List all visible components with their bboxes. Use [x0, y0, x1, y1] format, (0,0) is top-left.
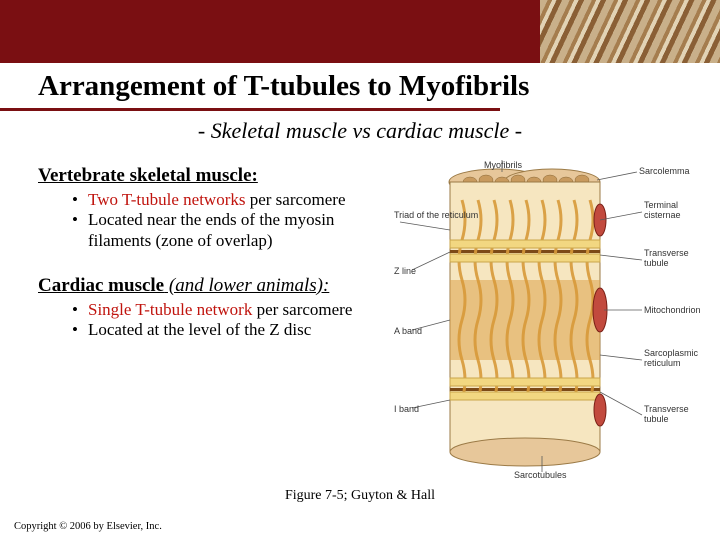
lbl-sarco-ret: Sarcoplasmicreticulum	[644, 348, 699, 368]
lbl-aband: A band	[394, 326, 422, 336]
slide-title: Arrangement of T-tubules to Myofibrils	[38, 70, 529, 103]
section1-heading: Vertebrate skeletal muscle:	[38, 165, 393, 187]
lbl-zline: Z line	[394, 266, 416, 276]
lbl-sarcotubules: Sarcotubules	[514, 470, 567, 480]
lbl-terminal-cisternae: Terminalcisternae	[644, 200, 681, 220]
lbl-transverse-tubule2: Transversetubule	[644, 404, 689, 424]
section2-b2: Located at the level of the Z disc	[88, 320, 393, 340]
lbl-myofibrils: Myofibrils	[484, 160, 523, 170]
section1-b1-rest: per sarcomere	[245, 190, 345, 209]
section2-b1-rest: per sarcomere	[252, 300, 352, 319]
lbl-iband: I band	[394, 404, 419, 414]
lbl-triad: Triad of the reticulum	[394, 210, 478, 220]
section2-heading-italic: (and lower animals):	[164, 275, 329, 296]
section1-b1-red: Two T-tubule networks	[88, 190, 245, 209]
body-text: Vertebrate skeletal muscle: • Two T-tubu…	[38, 165, 393, 340]
section1-bullets: • Two T-tubule networks per sarcomere • …	[72, 190, 393, 250]
copyright: Copyright © 2006 by Elsevier, Inc.	[14, 521, 162, 532]
section2-bullets: • Single T-tubule network per sarcomere …	[72, 300, 393, 340]
lbl-transverse-tubule: Transversetubule	[644, 248, 689, 268]
section1-b2: Located near the ends of the myosin fila…	[88, 210, 393, 250]
section2-b1-red: Single T-tubule network	[88, 300, 252, 319]
lbl-sarcolemma: Sarcolemma	[639, 166, 690, 176]
section2-heading: Cardiac muscle (and lower animals):	[38, 275, 393, 297]
figure-caption: Figure 7-5; Guyton & Hall	[0, 488, 720, 504]
slide-subtitle: - Skeletal muscle vs cardiac muscle -	[0, 118, 720, 144]
title-underline	[0, 108, 500, 111]
header-red-block	[0, 0, 540, 63]
anatomy-figure: Myofibrils Sarcolemma Triad of the retic…	[392, 160, 700, 480]
lbl-mitochondrion: Mitochondrion	[644, 305, 700, 315]
header-texture	[540, 0, 720, 63]
section2-heading-plain: Cardiac muscle	[38, 275, 164, 296]
